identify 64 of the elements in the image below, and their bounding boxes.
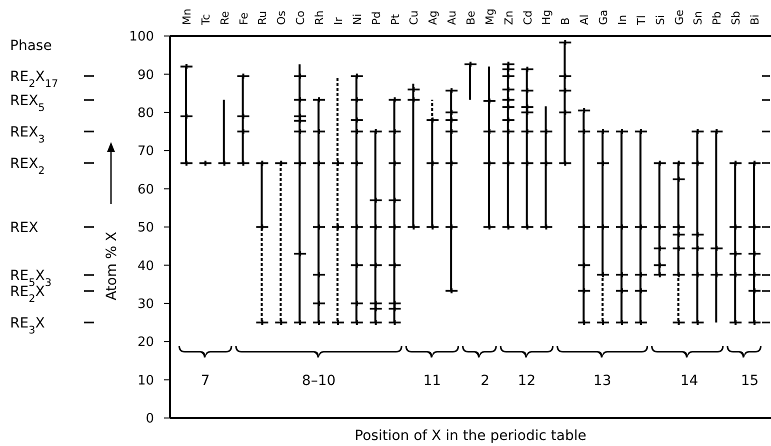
- annotation: 8–10: [302, 373, 336, 389]
- x-tick-label: Tc: [199, 14, 212, 26]
- x-tick-label: Pb: [710, 11, 724, 25]
- bar: [260, 227, 263, 322]
- annotation: 12: [518, 373, 536, 389]
- x-tick-label: Sn: [692, 11, 705, 25]
- x-tick-label: Os: [275, 10, 288, 25]
- x-tick-label: Au: [446, 10, 459, 25]
- x-tick-label: In: [616, 14, 629, 25]
- x-tick-label: Mg: [483, 8, 496, 25]
- y-tick-label: 60: [137, 182, 154, 198]
- text: REX$_{5}$: [10, 93, 45, 114]
- x-tick-label: Zn: [502, 10, 516, 25]
- x-tick-label: B: [559, 17, 572, 25]
- annotation: 11: [423, 373, 442, 389]
- annotation: 2: [480, 373, 490, 389]
- y-tick-label: 50: [137, 220, 154, 236]
- text: REX$_{3}$: [10, 124, 45, 146]
- x-tick-label: Hg: [540, 10, 554, 25]
- x-tick-label: Rh: [313, 10, 326, 25]
- annotation: 15: [740, 373, 759, 389]
- bar: [602, 274, 604, 322]
- x-tick-label: Al: [578, 14, 592, 25]
- y-tick-label: 30: [137, 297, 154, 312]
- x-tick-label: Mn: [180, 8, 194, 25]
- x-tick-label: Fe: [237, 12, 250, 25]
- x-tick-label: Be: [464, 10, 478, 25]
- bar: [336, 76, 338, 322]
- text: Phase: [10, 38, 52, 54]
- bar: [677, 274, 680, 322]
- x-tick-label: Ag: [426, 10, 440, 25]
- y-tick-label: 40: [137, 258, 154, 274]
- text: RE$_{2}$X$_{17}$: [10, 69, 58, 90]
- y-tick-label: 80: [137, 106, 154, 122]
- x-tick-label: Ru: [256, 10, 270, 25]
- x-tick-label: Tl: [634, 15, 648, 26]
- x-tick-label: Cd: [521, 10, 534, 25]
- y-tick-label: 90: [137, 68, 154, 83]
- bar: [280, 163, 282, 322]
- y-tick-label: 100: [129, 30, 154, 45]
- x-tick-label: Sb: [730, 11, 743, 25]
- annotation: 14: [680, 373, 698, 389]
- text: REX$_{2}$: [10, 156, 45, 177]
- x-tick-label: Si: [654, 14, 667, 25]
- y-axis-title: Atom % X: [104, 231, 120, 300]
- x-tick-label: Ni: [350, 14, 364, 25]
- x-tick-label: Ga: [597, 10, 610, 25]
- x-tick-label: Pd: [370, 11, 383, 25]
- annotation: 13: [593, 373, 612, 389]
- text: RE$_{3}$X: [10, 316, 46, 336]
- y-tick-label: 20: [137, 335, 154, 350]
- x-tick-label: Cu: [408, 10, 421, 25]
- x-tick-label: Pt: [388, 13, 402, 25]
- x-tick-label: Ge: [672, 9, 686, 25]
- x-tick-label: Ir: [332, 16, 345, 25]
- y-tick-label: 0: [146, 412, 154, 427]
- text: REX: [10, 220, 39, 236]
- annotation: 7: [200, 373, 210, 389]
- y-tick-label: 70: [137, 144, 154, 160]
- x-tick-label: Bi: [748, 14, 762, 25]
- x-axis-title: Position of X in the periodic table: [354, 428, 586, 444]
- y-tick-label: 10: [137, 373, 154, 388]
- x-tick-label: Co: [294, 10, 308, 25]
- x-tick-label: Re: [218, 10, 232, 25]
